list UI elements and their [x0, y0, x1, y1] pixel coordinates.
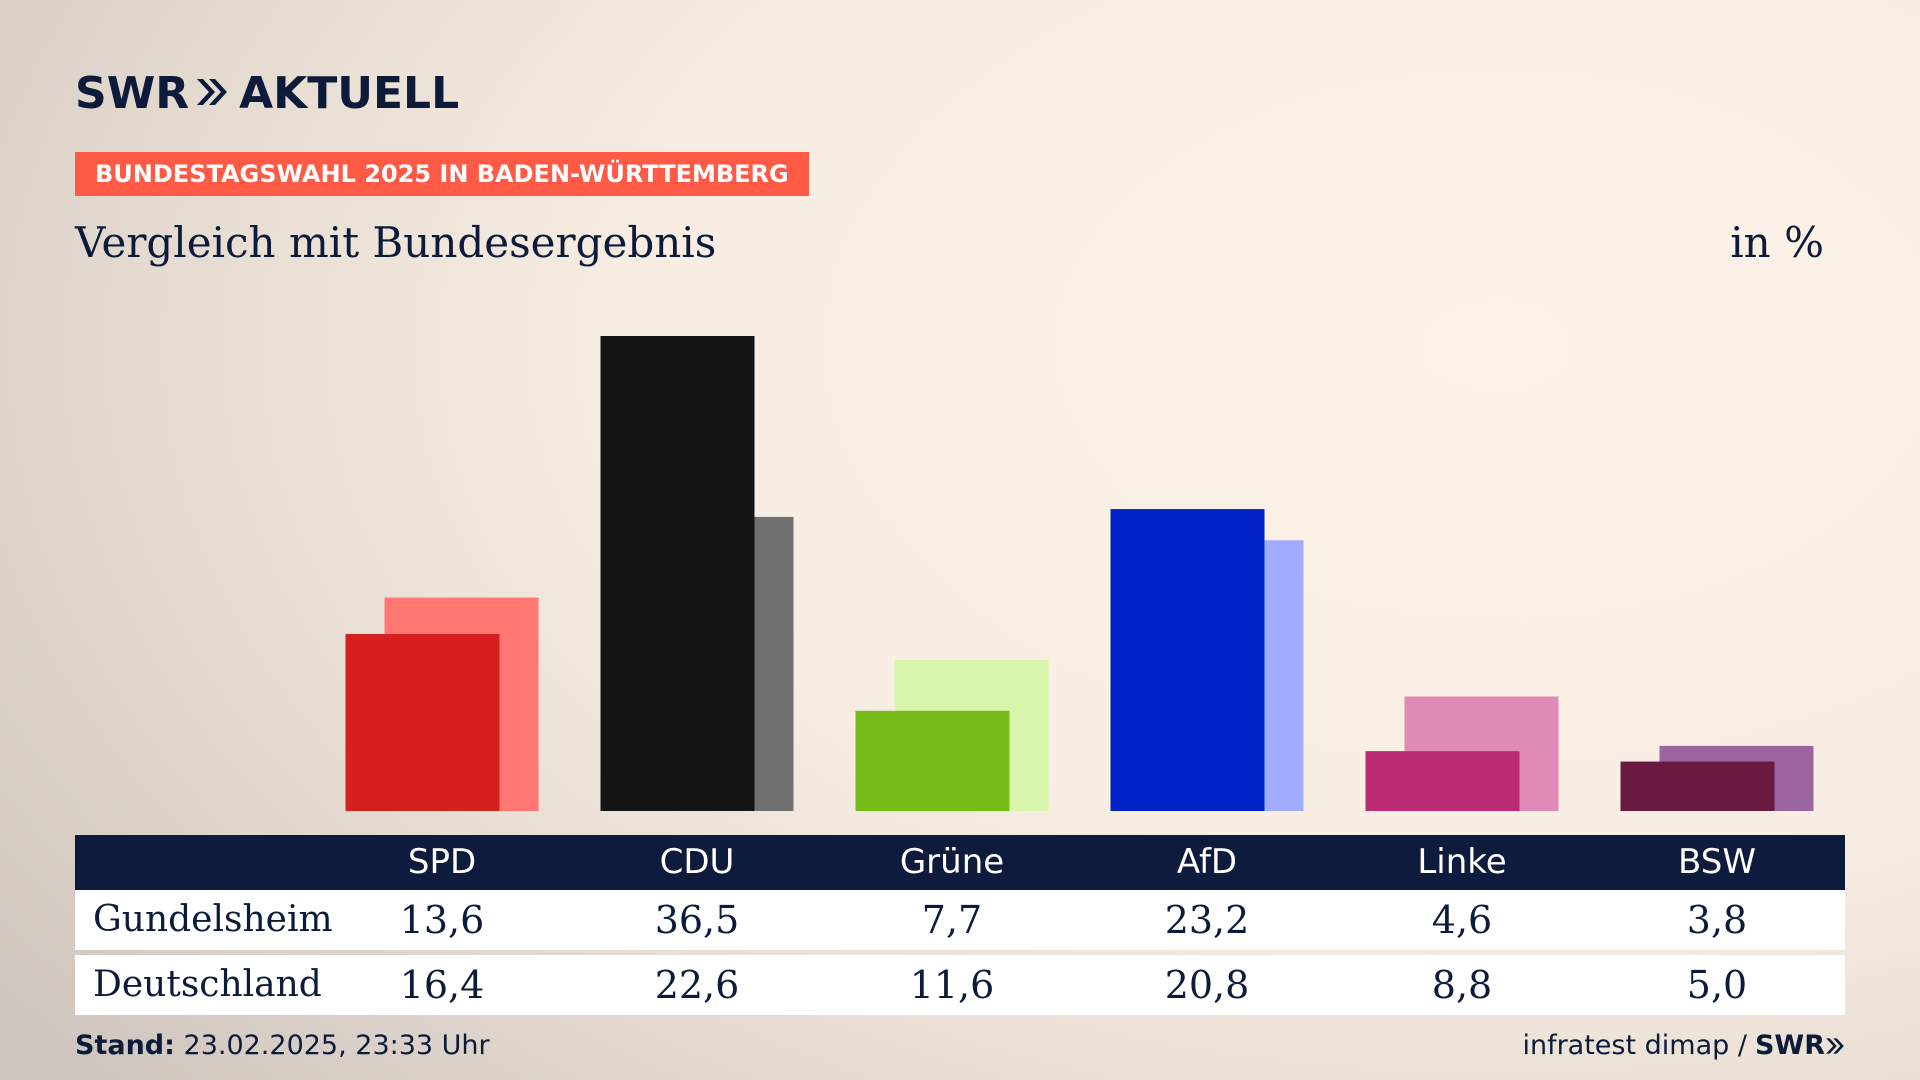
party-header-afd: AfD	[1176, 842, 1238, 882]
value-gundelsheim-afd: 23,2	[1164, 898, 1250, 942]
results-table: SPD CDU Grüne AfD Linke BSW Gundelsheim 13,6 3…	[75, 835, 1845, 1015]
table-header-row: SPD CDU Grüne AfD Linke BSW	[75, 835, 1845, 890]
small-chevron-icon	[1826, 1037, 1844, 1054]
bar-gundelsheim-spd	[345, 634, 500, 811]
value-gundelsheim-bsw: 3,8	[1686, 898, 1748, 942]
timestamp: Stand: 23.02.2025, 23:33 Uhr	[75, 1030, 490, 1061]
table-row-deutschland: Deutschland 16,4 22,6 11,6 20,8 8,8 5,0	[75, 955, 1845, 1015]
bar-gundelsheim-linke	[1365, 751, 1520, 811]
logo-aktuell: AKTUELL	[239, 67, 460, 119]
value-deutschland-spd: 16,4	[399, 963, 485, 1007]
value-gundelsheim-cdu: 36,5	[654, 898, 740, 942]
value-deutschland-afd: 20,8	[1164, 963, 1250, 1007]
unit-label: in %	[1730, 218, 1824, 267]
bar-gundelsheim-bsw	[1620, 761, 1775, 811]
party-header-gruene: Grüne	[899, 842, 1005, 882]
value-gundelsheim-linke: 4,6	[1431, 898, 1493, 942]
party-header-linke: Linke	[1417, 842, 1507, 882]
bar-gundelsheim-cdu	[600, 336, 755, 811]
chart-subtitle: Vergleich mit Bundesergebnis	[75, 218, 717, 267]
table-row-gundelsheim: Gundelsheim 13,6 36,5 7,7 23,2 4,6 3,8	[75, 890, 1845, 950]
party-header-bsw: BSW	[1678, 842, 1756, 882]
bar-gundelsheim-afd	[1110, 509, 1265, 811]
party-header-cdu: CDU	[659, 842, 735, 882]
source-credit: infratest dimap / SWR	[1522, 1030, 1845, 1061]
bar-gundelsheim-gruene	[855, 710, 1010, 811]
value-gundelsheim-gruene: 7,7	[921, 898, 983, 942]
value-gundelsheim-spd: 13,6	[399, 898, 485, 942]
source-text: infratest dimap /	[1522, 1030, 1747, 1061]
stand-value: 23.02.2025, 23:33 Uhr	[183, 1030, 490, 1061]
value-deutschland-linke: 8,8	[1431, 963, 1493, 1007]
value-deutschland-cdu: 22,6	[654, 963, 740, 1007]
party-header-spd: SPD	[407, 842, 477, 882]
row-label-gundelsheim: Gundelsheim	[93, 899, 333, 940]
value-deutschland-gruene: 11,6	[909, 963, 995, 1007]
stand-label: Stand:	[75, 1030, 175, 1061]
double-chevron-icon	[195, 68, 229, 119]
source-swr-logo: SWR	[1754, 1030, 1825, 1061]
row-label-deutschland: Deutschland	[93, 964, 322, 1005]
bar-chart	[345, 336, 1814, 811]
swr-aktuell-logo: SWR AKTUELL	[75, 67, 460, 119]
election-kicker: BUNDESTAGSWAHL 2025 IN BADEN-WÜRTTEMBERG	[75, 152, 809, 196]
logo-swr: SWR	[75, 67, 190, 119]
value-deutschland-bsw: 5,0	[1686, 963, 1748, 1007]
